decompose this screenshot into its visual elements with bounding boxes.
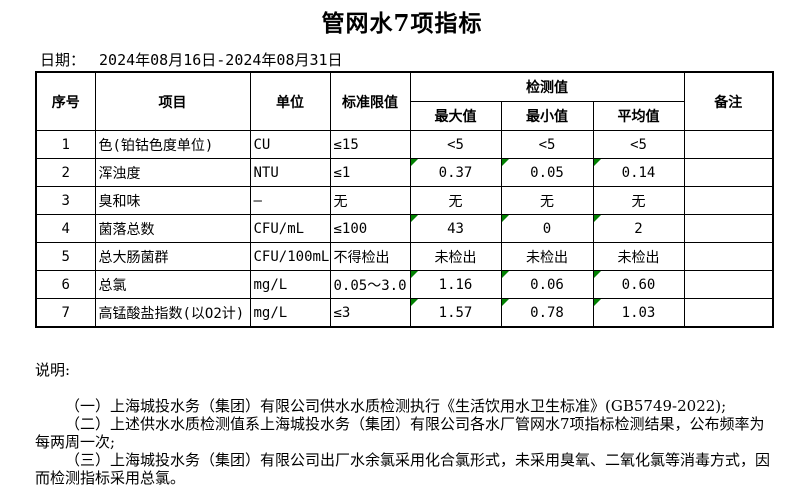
cell-remark — [683, 130, 774, 159]
cell-avg: 未检出 — [592, 242, 685, 271]
table-row: 2 浑浊度 NTU ≤1 0.37 0.05 0.14 — [35, 158, 774, 187]
cell-unit: CFU/100mL — [249, 242, 331, 271]
cell-seq: 7 — [35, 298, 96, 328]
header-row-sub: 最大值 最小值 平均值 — [36, 101, 773, 131]
header-min: 最小值 — [500, 101, 594, 131]
table-row: 5 总大肠菌群 CFU/100mL 不得检出 未检出 未检出 未检出 — [35, 242, 774, 271]
cell-seq: 5 — [35, 242, 96, 271]
number-stored-as-text-flag-icon — [411, 271, 418, 278]
cell-remark — [683, 186, 774, 215]
cell-unit: CFU/mL — [249, 214, 331, 243]
cell-seq: 1 — [35, 130, 96, 159]
cell-min: 0.78 — [500, 298, 594, 328]
header-row-top: 序号 项目 单位 标准限值 检测值 备注 — [35, 71, 774, 131]
cell-avg: 无 — [592, 186, 685, 215]
cell-limit: ≤3 — [329, 298, 411, 328]
cell-avg: 2 — [592, 214, 685, 243]
header-remark: 备注 — [683, 71, 774, 131]
cell-item: 臭和味 — [94, 186, 251, 215]
cell-max: <5 — [409, 130, 502, 159]
cell-remark — [683, 242, 774, 271]
cell-remark — [683, 298, 774, 328]
table-row: 1 色(铂钴色度单位) CU ≤15 <5 <5 <5 — [35, 130, 774, 159]
cell-min: 无 — [500, 186, 594, 215]
header-avg: 平均值 — [592, 101, 685, 131]
cell-unit: mg/L — [249, 270, 331, 299]
cell-max: 无 — [409, 186, 502, 215]
note-item-2: （二）上述供水水质检测值系上海城投水务（集团）有限公司各水厂管网水7项指标检测结… — [35, 415, 765, 451]
number-stored-as-text-flag-icon — [594, 215, 601, 222]
cell-min: 0.06 — [500, 270, 594, 299]
cell-max: 未检出 — [409, 242, 502, 271]
cell-max: 1.16 — [409, 270, 502, 299]
cell-item: 菌落总数 — [94, 214, 251, 243]
cell-limit: 无 — [329, 186, 411, 215]
note-item-1: （一）上海城投水务（集团）有限公司供水水质检测执行《生活饮用水卫生标准》(GB5… — [65, 397, 727, 415]
cell-unit: — — [249, 186, 331, 215]
table-row: 6 总氯 mg/L 0.05～3.0 1.16 0.06 0.60 — [35, 270, 774, 299]
cell-seq: 3 — [35, 186, 96, 215]
date-value: 2024年08月16日-2024年08月31日 — [99, 51, 343, 69]
header-item: 项目 — [94, 71, 251, 131]
cell-item: 高锰酸盐指数(以O2计) — [94, 298, 251, 328]
table-row: 3 臭和味 — 无 无 无 无 — [35, 186, 774, 215]
table-row: 4 菌落总数 CFU/mL ≤100 43 0 2 — [35, 214, 774, 243]
cell-avg: 1.03 — [592, 298, 685, 328]
number-stored-as-text-flag-icon — [594, 299, 601, 306]
number-stored-as-text-flag-icon — [411, 159, 418, 166]
date-label: 日期： — [40, 51, 86, 69]
cell-remark — [683, 214, 774, 243]
header-max: 最大值 — [409, 101, 502, 131]
header-limit: 标准限值 — [329, 71, 411, 131]
cell-min: 0 — [500, 214, 594, 243]
cell-limit: ≤100 — [329, 214, 411, 243]
number-stored-as-text-flag-icon — [502, 299, 509, 306]
cell-avg: <5 — [592, 130, 685, 159]
number-stored-as-text-flag-icon — [502, 271, 509, 278]
cell-seq: 4 — [35, 214, 96, 243]
cell-avg: 0.60 — [592, 270, 685, 299]
number-stored-as-text-flag-icon — [594, 159, 601, 166]
number-stored-as-text-flag-icon — [411, 215, 418, 222]
cell-seq: 2 — [35, 158, 96, 187]
cell-min: 未检出 — [500, 242, 594, 271]
notes-section: 说明: （一）上海城投水务（集团）有限公司供水水质检测执行《生活饮用水卫生标准》… — [35, 361, 779, 487]
cell-limit: 不得检出 — [329, 242, 411, 271]
cell-seq: 6 — [35, 270, 96, 299]
notes-heading: 说明: — [35, 361, 71, 379]
cell-limit: ≤1 — [329, 158, 411, 187]
cell-min: 0.05 — [500, 158, 594, 187]
page-title: 管网水7项指标 — [321, 10, 483, 37]
cell-max: 0.37 — [409, 158, 502, 187]
header-seq: 序号 — [35, 71, 96, 131]
header-unit: 单位 — [249, 71, 331, 131]
cell-remark — [683, 158, 774, 187]
cell-item: 浑浊度 — [94, 158, 251, 187]
cell-max: 1.57 — [409, 298, 502, 328]
cell-unit: mg/L — [249, 298, 331, 328]
cell-unit: NTU — [249, 158, 331, 187]
cell-avg: 0.14 — [592, 158, 685, 187]
number-stored-as-text-flag-icon — [411, 299, 418, 306]
note-item-3: （三）上海城投水务（集团）有限公司出厂水余氯采用化合氯形式，未采用臭氧、二氧化氯… — [35, 451, 771, 487]
cell-min: <5 — [500, 130, 594, 159]
table-row: 7 高锰酸盐指数(以O2计) mg/L ≤3 1.57 0.78 1.03 — [35, 298, 774, 328]
cell-remark — [683, 270, 774, 299]
number-stored-as-text-flag-icon — [594, 271, 601, 278]
cell-unit: CU — [249, 130, 331, 159]
cell-limit: 0.05～3.0 — [329, 270, 411, 299]
indicators-table: 序号 项目 单位 标准限值 检测值 备注 最大值 最小值 平均值 1 色(铂钴色… — [35, 71, 775, 328]
cell-limit: ≤15 — [329, 130, 411, 159]
cell-max: 43 — [409, 214, 502, 243]
header-detection: 检测值 — [409, 71, 685, 102]
cell-item: 总氯 — [94, 270, 251, 299]
cell-item: 总大肠菌群 — [94, 242, 251, 271]
date-row: 日期： 2024年08月16日-2024年08月31日 — [40, 49, 343, 70]
cell-item: 色(铂钴色度单位) — [94, 130, 251, 159]
number-stored-as-text-flag-icon — [502, 159, 509, 166]
number-stored-as-text-flag-icon — [502, 215, 509, 222]
